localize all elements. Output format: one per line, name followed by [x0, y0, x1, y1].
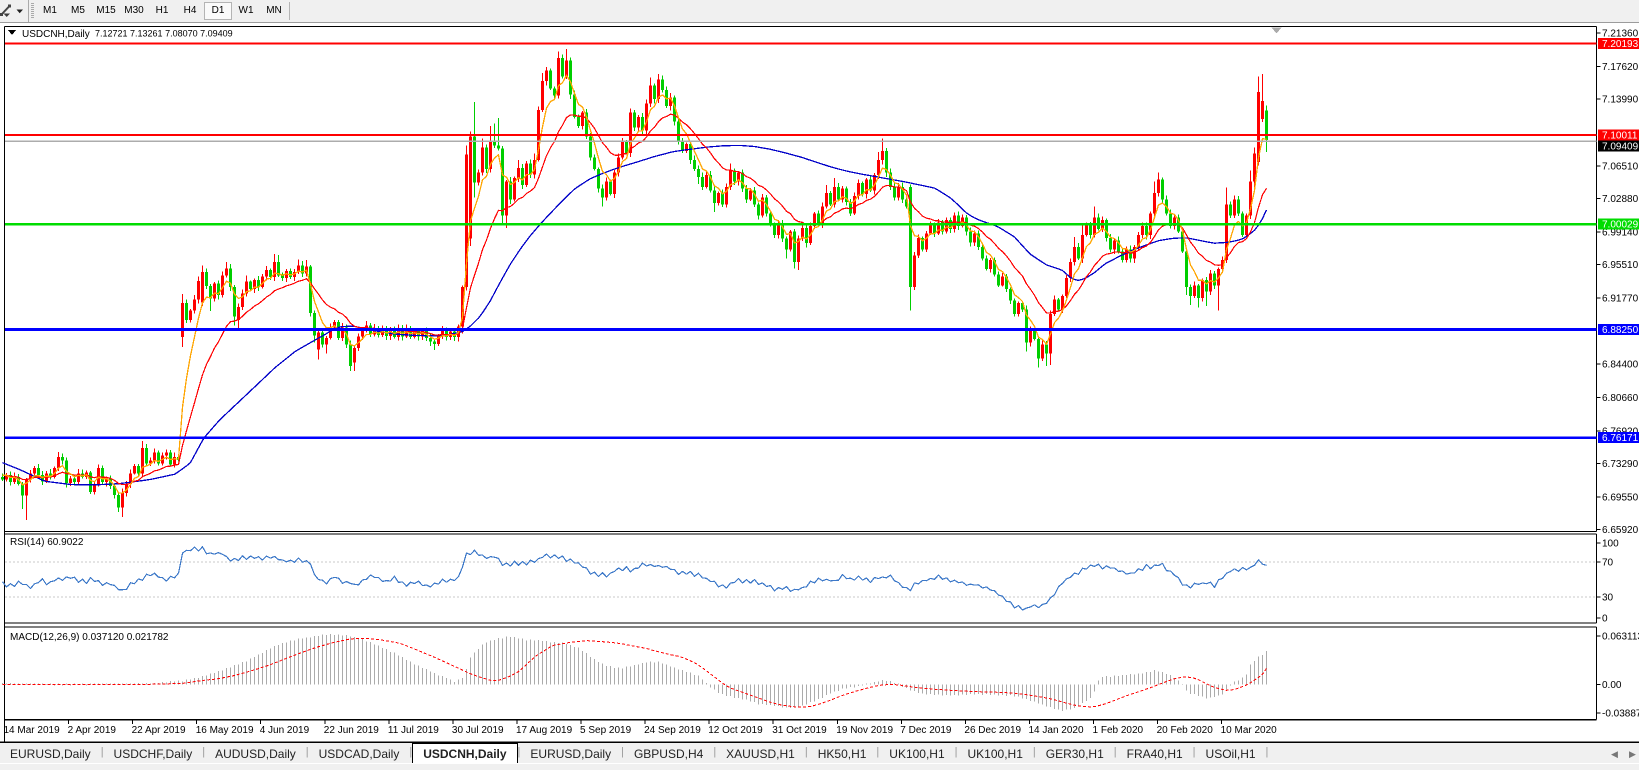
svg-text:7.13990: 7.13990: [1602, 95, 1639, 106]
svg-text:6.73290: 6.73290: [1602, 459, 1639, 470]
svg-text:19 Nov 2019: 19 Nov 2019: [836, 725, 893, 736]
svg-text:1 Feb 2020: 1 Feb 2020: [1093, 725, 1144, 736]
svg-text:11 Jul 2019: 11 Jul 2019: [388, 725, 439, 736]
svg-text:-0.038872: -0.038872: [1602, 708, 1639, 719]
svg-text:7.00029: 7.00029: [1602, 220, 1639, 231]
svg-text:7.20193: 7.20193: [1602, 39, 1639, 50]
svg-text:30 Jul 2019: 30 Jul 2019: [452, 725, 504, 736]
svg-text:6.88250: 6.88250: [1602, 325, 1639, 336]
svg-text:26 Dec 2019: 26 Dec 2019: [964, 725, 1021, 736]
svg-text:USDCNH,Daily: USDCNH,Daily: [22, 29, 90, 40]
svg-text:20 Feb 2020: 20 Feb 2020: [1157, 725, 1214, 736]
svg-text:0.063113: 0.063113: [1602, 632, 1639, 643]
svg-text:7.10011: 7.10011: [1602, 130, 1638, 141]
svg-text:6.84400: 6.84400: [1602, 360, 1639, 371]
svg-text:12 Oct 2019: 12 Oct 2019: [708, 725, 763, 736]
svg-text:31 Oct 2019: 31 Oct 2019: [772, 725, 827, 736]
svg-text:6.76171: 6.76171: [1602, 433, 1639, 444]
svg-text:6.95510: 6.95510: [1602, 260, 1639, 271]
svg-text:14 Mar 2019: 14 Mar 2019: [4, 725, 61, 736]
svg-text:7.02880: 7.02880: [1602, 194, 1639, 205]
svg-text:14 Jan 2020: 14 Jan 2020: [1029, 725, 1084, 736]
svg-text:0: 0: [1602, 613, 1608, 624]
svg-text:7 Dec 2019: 7 Dec 2019: [900, 725, 952, 736]
svg-text:7.12721 7.13261 7.08070 7.0940: 7.12721 7.13261 7.08070 7.09409: [95, 29, 233, 39]
svg-text:30: 30: [1602, 593, 1614, 604]
svg-text:22 Apr 2019: 22 Apr 2019: [132, 725, 186, 736]
svg-text:7.09409: 7.09409: [1602, 141, 1639, 152]
svg-text:22 Jun 2019: 22 Jun 2019: [324, 725, 379, 736]
svg-text:70: 70: [1602, 558, 1614, 569]
svg-text:16 May 2019: 16 May 2019: [196, 725, 254, 736]
svg-text:RSI(14) 60.9022: RSI(14) 60.9022: [10, 537, 84, 548]
svg-text:6.76920: 6.76920: [1602, 427, 1639, 438]
svg-text:24 Sep 2019: 24 Sep 2019: [644, 725, 701, 736]
svg-text:5 Sep 2019: 5 Sep 2019: [580, 725, 632, 736]
svg-text:6.99140: 6.99140: [1602, 228, 1639, 239]
svg-text:MACD(12,26,9) 0.037120 0.02178: MACD(12,26,9) 0.037120 0.021782: [10, 632, 169, 643]
svg-text:6.80660: 6.80660: [1602, 393, 1639, 404]
svg-text:7.06510: 7.06510: [1602, 162, 1639, 173]
svg-text:6.69550: 6.69550: [1602, 493, 1639, 504]
svg-text:6.65920: 6.65920: [1602, 525, 1639, 536]
svg-text:10 Mar 2020: 10 Mar 2020: [1221, 725, 1278, 736]
svg-text:7.17620: 7.17620: [1602, 62, 1639, 73]
svg-text:100: 100: [1602, 539, 1619, 550]
svg-text:6.91770: 6.91770: [1602, 294, 1639, 305]
svg-text:2 Apr 2019: 2 Apr 2019: [68, 725, 117, 736]
svg-text:4 Jun 2019: 4 Jun 2019: [260, 725, 310, 736]
svg-text:17 Aug 2019: 17 Aug 2019: [516, 725, 573, 736]
svg-text:0.00: 0.00: [1602, 680, 1622, 691]
svg-text:7.21360: 7.21360: [1602, 29, 1639, 40]
